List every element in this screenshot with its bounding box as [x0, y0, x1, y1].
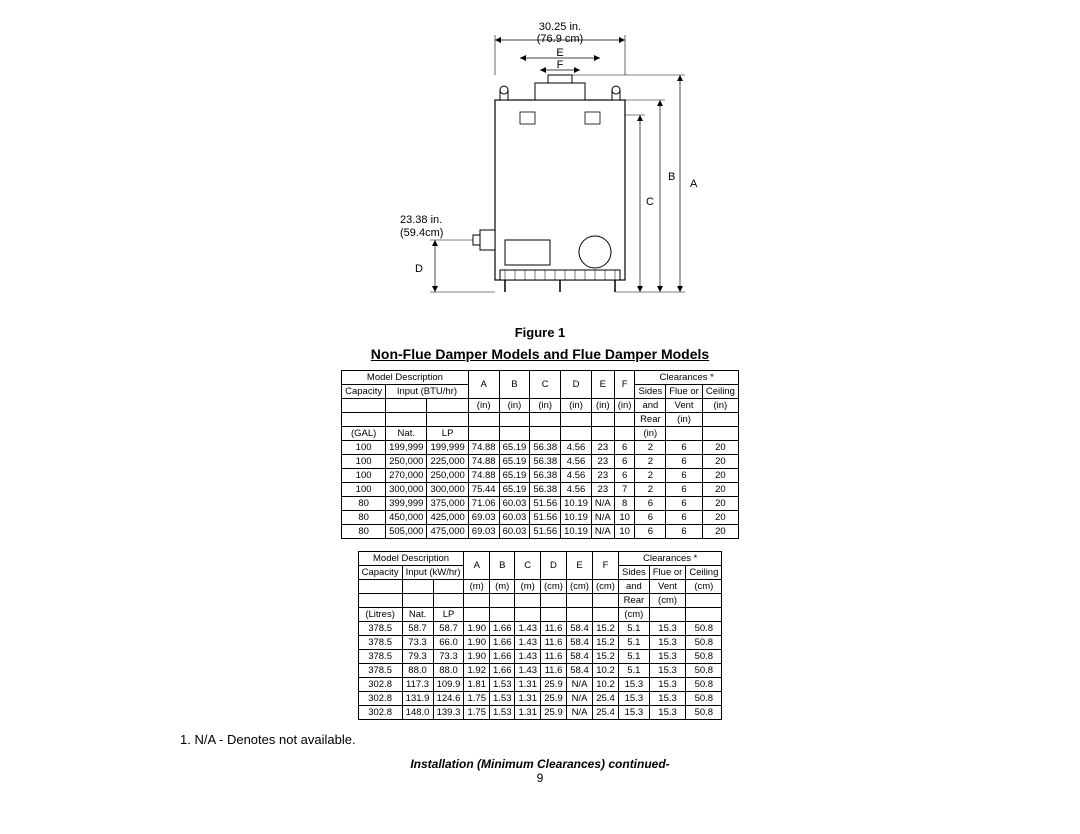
table-row: 100199,999199,99974.8865.1956.384.562362… — [342, 441, 739, 455]
water-heater-diagram: 30.25 in. (76.9 cm) E F A B C — [310, 20, 770, 320]
table-imperial: Model Description A B C D E F Clearances… — [341, 370, 739, 539]
table-row: 302.8117.3109.91.811.531.3125.9N/A10.215… — [358, 678, 722, 692]
table-row: 80399,999375,00071.0660.0351.5610.19N/A8… — [342, 497, 739, 511]
table-row: 302.8148.0139.31.751.531.3125.9N/A25.415… — [358, 706, 722, 720]
page-number: 9 — [140, 771, 940, 785]
table-row: 378.588.088.01.921.661.4311.658.410.25.1… — [358, 664, 722, 678]
dim-C: C — [646, 196, 654, 208]
table-metric: Model Description A B C D E F Clearances… — [358, 551, 723, 720]
dim-left-cm: (59.4cm) — [400, 227, 443, 239]
footer-continued: Installation (Minimum Clearances) contin… — [140, 757, 940, 771]
dim-top-in: 30.25 in. — [539, 21, 581, 33]
dim-E: E — [556, 47, 563, 59]
table-row: 378.573.366.01.901.661.4311.658.415.25.1… — [358, 636, 722, 650]
dim-A: A — [690, 178, 698, 190]
dim-B: B — [668, 171, 675, 183]
table-row: 100270,000250,00074.8865.1956.384.562362… — [342, 469, 739, 483]
dim-left-in: 23.38 in. — [400, 214, 442, 226]
section-title: Non-Flue Damper Models and Flue Damper M… — [140, 346, 940, 362]
table-row: 100300,000300,00075.4465.1956.384.562372… — [342, 483, 739, 497]
dim-D: D — [415, 263, 423, 275]
table-row: 80505,000475,00069.0360.0351.5610.19N/A1… — [342, 525, 739, 539]
table-row: 378.558.758.71.901.661.4311.658.415.25.1… — [358, 622, 722, 636]
table-row: 100250,000225,00074.8865.1956.384.562362… — [342, 455, 739, 469]
table-row: 302.8131.9124.61.751.531.3125.9N/A25.415… — [358, 692, 722, 706]
table-row: 378.579.373.31.901.661.4311.658.415.25.1… — [358, 650, 722, 664]
table-row: 80450,000425,00069.0360.0351.5610.19N/A1… — [342, 511, 739, 525]
dim-F: F — [557, 59, 564, 71]
dim-top-cm: (76.9 cm) — [537, 33, 583, 45]
figure-caption: Figure 1 — [140, 325, 940, 340]
note-na: 1. N/A - Denotes not available. — [180, 732, 940, 747]
